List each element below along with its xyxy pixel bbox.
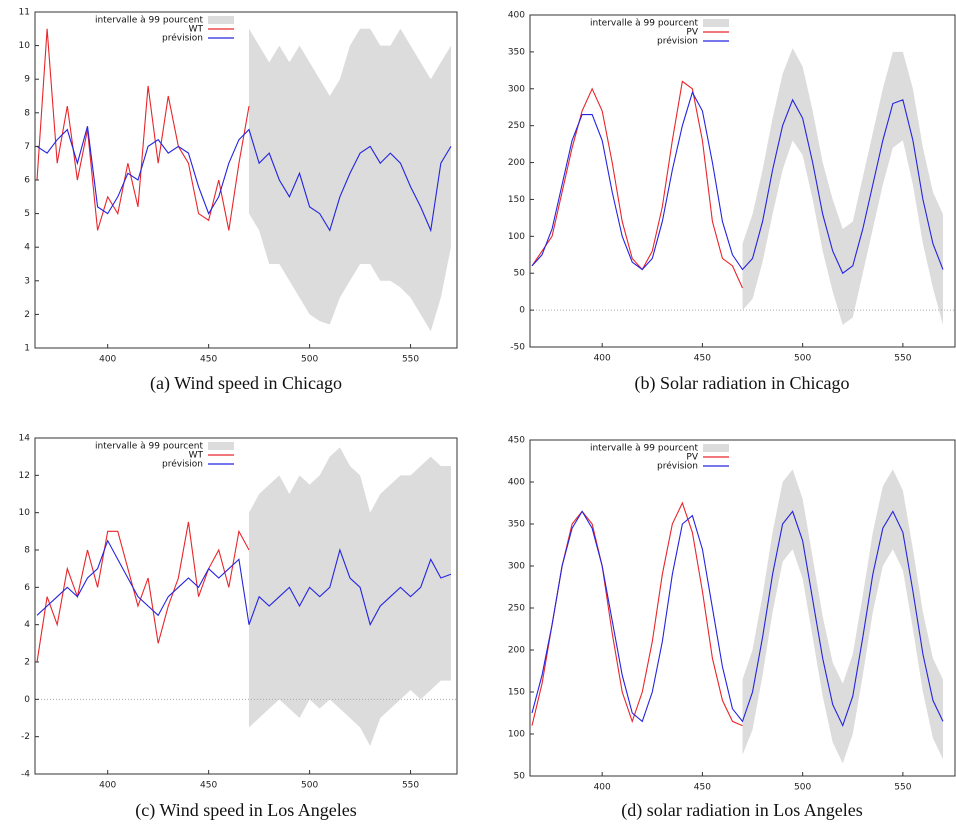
series-line	[531, 91, 944, 275]
y-tick-label: 400	[508, 478, 525, 488]
y-tick-label: 7	[24, 142, 30, 152]
legend-label: intervalle à 99 pourcent	[590, 19, 699, 29]
y-tick-label: 250	[508, 121, 525, 131]
legend-label: PV	[686, 453, 698, 463]
confidence-band	[249, 28, 451, 332]
y-tick-label: 2	[24, 658, 30, 668]
x-tick-label: 450	[694, 354, 711, 364]
x-tick-label: 550	[894, 783, 911, 793]
x-tick-label: 500	[301, 781, 318, 791]
y-tick-label: 5	[24, 209, 30, 219]
y-tick-label: 4	[24, 620, 30, 630]
y-tick-label: 3	[24, 276, 30, 286]
caption: (d) solar radiation in Los Angeles	[621, 800, 862, 821]
legend-label: prévision	[162, 33, 203, 44]
x-tick-label: 400	[99, 781, 116, 791]
legend-swatch	[703, 19, 729, 27]
y-tick-label: 11	[19, 8, 30, 18]
legend-label: WT	[189, 451, 204, 461]
y-tick-label: -2	[21, 732, 30, 742]
x-tick-label: 550	[402, 781, 419, 791]
y-tick-label: 350	[508, 520, 525, 530]
y-tick-label: 6	[24, 583, 30, 593]
y-tick-label: -4	[21, 770, 30, 780]
legend-swatch	[208, 442, 234, 450]
y-tick-label: 8	[24, 546, 30, 556]
chart-panel: -4 -2 0 2 4 6 8 10 12 14 400 450 500 550 intervalle à …	[19, 434, 458, 821]
y-tick-label: 6	[24, 176, 30, 186]
y-tick-label: 250	[508, 604, 525, 614]
legend-swatch	[703, 444, 729, 452]
y-tick-label: 0	[519, 306, 525, 316]
y-tick-label: 100	[508, 730, 525, 740]
chart-panel: -50 0 50 100 150 200 250 300 350 400 400 450 500 550 i…	[508, 11, 956, 394]
legend-swatch	[208, 16, 234, 24]
x-tick-label: 400	[594, 354, 611, 364]
y-tick-label: 2	[24, 310, 30, 320]
y-tick-label: 200	[508, 158, 525, 168]
series-line	[36, 126, 452, 233]
legend-label: prévision	[162, 459, 203, 470]
y-tick-label: 14	[19, 434, 31, 444]
series-line	[531, 510, 944, 728]
x-tick-label: 500	[301, 355, 318, 365]
y-tick-label: 4	[24, 243, 30, 253]
x-tick-label: 450	[694, 783, 711, 793]
chart-panel: 50 100 150 200 250 300 350 400 450 400 450 500 550 in…	[508, 436, 956, 821]
y-tick-label: 300	[508, 84, 525, 94]
series-line	[36, 539, 452, 627]
caption: (a) Wind speed in Chicago	[150, 373, 342, 394]
x-tick-label: 450	[200, 781, 217, 791]
y-tick-label: 0	[24, 695, 30, 705]
legend-label: intervalle à 99 pourcent	[95, 442, 204, 452]
y-tick-label: 10	[19, 41, 31, 51]
y-tick-label: 9	[24, 75, 30, 85]
confidence-band	[742, 48, 943, 325]
y-tick-label: 10	[19, 508, 31, 518]
y-tick-label: 8	[24, 108, 30, 118]
y-tick-label: 100	[508, 232, 525, 242]
y-tick-label: -50	[510, 343, 525, 353]
confidence-band	[742, 469, 943, 764]
y-tick-label: 12	[19, 471, 30, 481]
legend-label: WT	[189, 25, 204, 35]
legend-label: intervalle à 99 pourcent	[95, 16, 204, 26]
y-tick-label: 150	[508, 195, 525, 205]
y-tick-label: 450	[508, 436, 525, 446]
confidence-band	[249, 447, 451, 746]
y-tick-label: 400	[508, 11, 525, 21]
legend-label: PV	[686, 28, 698, 38]
legend-label: intervalle à 99 pourcent	[590, 444, 699, 454]
chart-panel: 1 2 3 4 5 6 7 8 9 10 11 400 450 500 550 intervalle à 99…	[19, 8, 458, 394]
x-tick-label: 500	[794, 354, 811, 364]
plot-frame	[529, 14, 956, 348]
x-tick-label: 500	[794, 783, 811, 793]
plot-frame	[34, 437, 458, 775]
legend-label: prévision	[657, 36, 698, 47]
x-tick-label: 400	[594, 783, 611, 793]
x-tick-label: 550	[402, 355, 419, 365]
y-tick-label: 300	[508, 562, 525, 572]
x-tick-label: 400	[99, 355, 116, 365]
y-tick-label: 50	[514, 772, 526, 782]
x-tick-label: 450	[200, 355, 217, 365]
series-line	[36, 521, 250, 663]
x-tick-label: 550	[894, 354, 911, 364]
y-tick-label: 1	[24, 344, 30, 354]
y-tick-label: 200	[508, 646, 525, 656]
caption: (c) Wind speed in Los Angeles	[135, 800, 356, 821]
series-line	[36, 28, 250, 231]
y-tick-label: 50	[514, 269, 526, 279]
y-tick-label: 350	[508, 47, 525, 57]
series-line	[531, 501, 743, 727]
series-line	[531, 80, 744, 289]
caption: (b) Solar radiation in Chicago	[635, 373, 850, 394]
y-tick-label: 150	[508, 688, 525, 698]
legend-label: prévision	[657, 461, 698, 472]
